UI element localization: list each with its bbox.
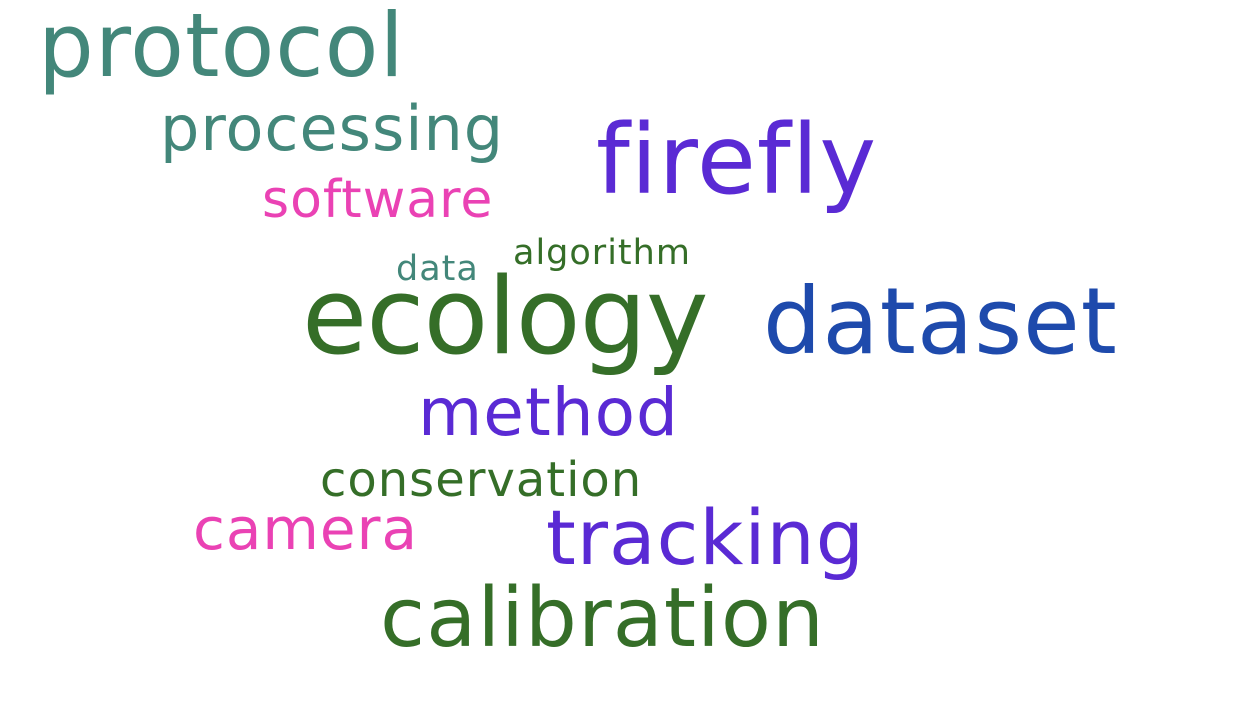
word-method: method [418,374,679,451]
word-protocol: protocol [38,0,405,97]
word-calibration: calibration [380,571,825,666]
word-tracking: tracking [546,493,865,582]
word-software: software [262,170,494,230]
word-ecology: ecology [302,255,709,378]
word-camera: camera [193,495,419,563]
word-conservation: conservation [320,452,643,508]
word-dataset: dataset [763,268,1118,375]
word-algorithm: algorithm [513,233,691,273]
word-firefly: firefly [596,104,878,216]
word-data: data [396,249,479,289]
word-processing: processing [160,92,505,165]
